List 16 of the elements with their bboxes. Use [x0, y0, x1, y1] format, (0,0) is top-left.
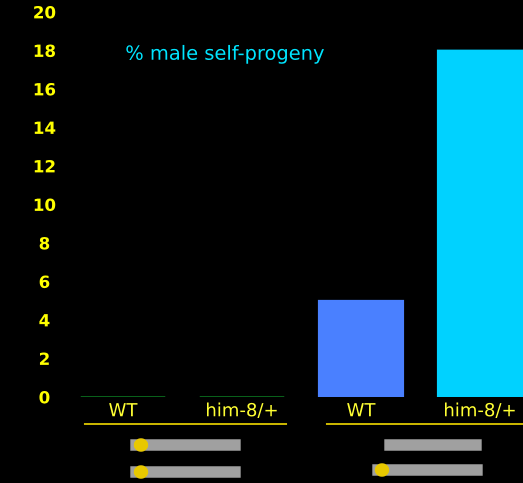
y-tick-label: 16: [34, 82, 56, 96]
y-tick-label: 0: [39, 390, 50, 404]
x-tick-label: WT: [347, 403, 376, 416]
y-tick-label: 10: [34, 198, 56, 212]
y-tick-label: 14: [34, 122, 56, 134]
y-tick-label: 6: [40, 275, 50, 288]
x-tick-label: WT: [109, 403, 138, 416]
text: % male self-progeny: [126, 44, 324, 64]
y-tick-label: 20: [34, 6, 56, 19]
y-tick-label: 18: [34, 44, 56, 58]
y-tick-label: 8: [40, 236, 50, 250]
x-tick-label: him-8/+: [207, 402, 277, 418]
y-tick-label: 4: [39, 314, 50, 326]
x-tick-label: him-8/+: [445, 402, 515, 418]
y-tick-label: 2: [40, 352, 49, 365]
y-tick-label: 12: [34, 160, 55, 172]
